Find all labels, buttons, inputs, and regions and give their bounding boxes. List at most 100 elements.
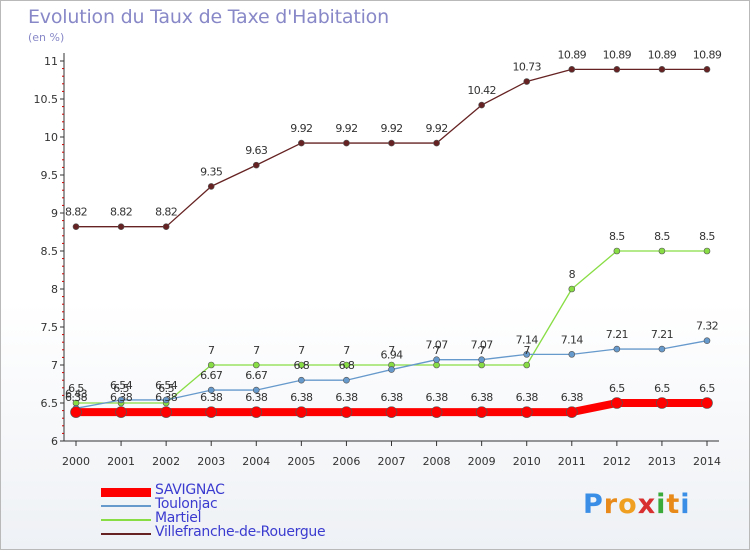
data-label: 9.92 xyxy=(290,122,312,135)
data-label: 6.5 xyxy=(158,382,174,395)
y-tick-label: 11 xyxy=(44,55,58,68)
x-tick-label: 2012 xyxy=(603,455,631,468)
chart-title: Evolution du Taux de Taxe d'Habitation xyxy=(28,6,389,28)
data-point xyxy=(117,396,125,404)
series-villefranche-de-rouergue xyxy=(72,66,711,230)
data-point xyxy=(433,356,440,363)
data-point xyxy=(388,366,395,373)
data-label: 10.89 xyxy=(558,48,587,61)
data-point xyxy=(205,406,218,418)
data-label: 6.54 xyxy=(155,379,178,392)
data-label: 10.89 xyxy=(603,48,632,61)
y-tick-label: 10.5 xyxy=(34,93,59,106)
data-label: 7.21 xyxy=(651,328,673,341)
data-label: 6.43 xyxy=(65,387,88,400)
data-point xyxy=(703,337,711,344)
data-label: 10.89 xyxy=(648,48,677,61)
data-label: 9.92 xyxy=(380,122,402,135)
data-point xyxy=(703,247,711,255)
data-label: 8 xyxy=(569,268,576,281)
data-label: 7.32 xyxy=(696,320,718,333)
data-label: 7 xyxy=(388,344,395,357)
y-tick-label: 10 xyxy=(44,131,58,144)
data-label: 6.54 xyxy=(110,379,133,392)
x-tick-label: 2001 xyxy=(107,455,135,468)
data-point xyxy=(611,397,623,409)
data-label: 7 xyxy=(253,344,260,357)
data-label: 7 xyxy=(343,344,350,357)
data-point xyxy=(523,361,531,369)
data-point xyxy=(298,139,305,147)
data-label: 7.07 xyxy=(471,339,494,352)
data-point xyxy=(701,397,713,409)
data-point xyxy=(295,406,308,418)
data-point xyxy=(343,376,350,384)
data-point xyxy=(658,247,666,255)
x-tick-label: 2014 xyxy=(693,455,721,468)
data-point xyxy=(252,386,260,394)
y-tick-label: 9.5 xyxy=(41,169,59,182)
proxiti-logo: Proxiti xyxy=(583,489,691,520)
data-label: 6.67 xyxy=(245,369,268,382)
data-label: 7 xyxy=(478,344,485,357)
data-label: 6.5 xyxy=(654,382,670,395)
data-point xyxy=(298,376,305,384)
logo-letter: i xyxy=(656,489,667,520)
data-point xyxy=(613,66,621,73)
data-label: 6.38 xyxy=(426,391,449,404)
data-label: 9.92 xyxy=(426,122,448,135)
data-point xyxy=(162,223,170,230)
data-point xyxy=(523,351,531,358)
data-label: 6.38 xyxy=(110,391,133,404)
data-point xyxy=(388,139,395,147)
data-label: 6.5 xyxy=(699,382,715,395)
y-tick-label: 8 xyxy=(51,283,58,296)
logo-letter: i xyxy=(680,489,691,520)
data-point xyxy=(565,406,578,418)
data-label: 6.38 xyxy=(290,391,313,404)
logo-letter: P xyxy=(583,489,604,520)
logo-letter: r xyxy=(603,489,619,520)
x-tick-label: 2009 xyxy=(468,455,496,468)
data-point xyxy=(343,139,350,147)
data-point xyxy=(523,78,531,85)
data-point xyxy=(252,161,260,169)
data-label: 7 xyxy=(433,344,440,357)
data-point xyxy=(568,351,576,358)
data-label: 8.5 xyxy=(609,230,625,243)
data-label: 6.38 xyxy=(380,391,403,404)
data-point xyxy=(656,397,668,409)
data-point xyxy=(298,361,305,369)
legend-label: Villefranche-de-Rouergue xyxy=(155,524,326,540)
y-tick-label: 9 xyxy=(51,207,58,220)
data-label: 7.14 xyxy=(561,333,584,346)
x-tick-label: 2003 xyxy=(197,455,225,468)
data-label: 6.5 xyxy=(609,382,625,395)
data-point xyxy=(252,361,260,369)
data-point xyxy=(340,406,353,418)
data-point xyxy=(207,183,215,190)
data-point xyxy=(568,285,576,293)
data-label: 7.21 xyxy=(606,328,628,341)
data-label: 8.82 xyxy=(110,206,132,219)
data-label: 7.07 xyxy=(426,339,449,352)
data-label: 10.89 xyxy=(693,48,722,61)
series-toulonjac xyxy=(72,337,711,412)
data-point xyxy=(160,406,172,418)
data-label: 8.5 xyxy=(699,230,715,243)
data-label: 9.92 xyxy=(335,122,357,135)
data-label: 7 xyxy=(208,344,215,357)
x-tick-label: 2007 xyxy=(378,455,406,468)
x-tick-label: 2010 xyxy=(513,455,541,468)
data-label: 6.38 xyxy=(200,391,223,404)
data-label: 6.5 xyxy=(68,382,84,395)
y-tick-label: 6 xyxy=(51,435,58,448)
data-label: 10.42 xyxy=(467,84,496,97)
legend-label: Martiel xyxy=(155,510,202,526)
data-point xyxy=(385,406,398,418)
data-point xyxy=(117,223,125,230)
data-point xyxy=(162,396,170,404)
data-label: 6.8 xyxy=(339,359,355,372)
